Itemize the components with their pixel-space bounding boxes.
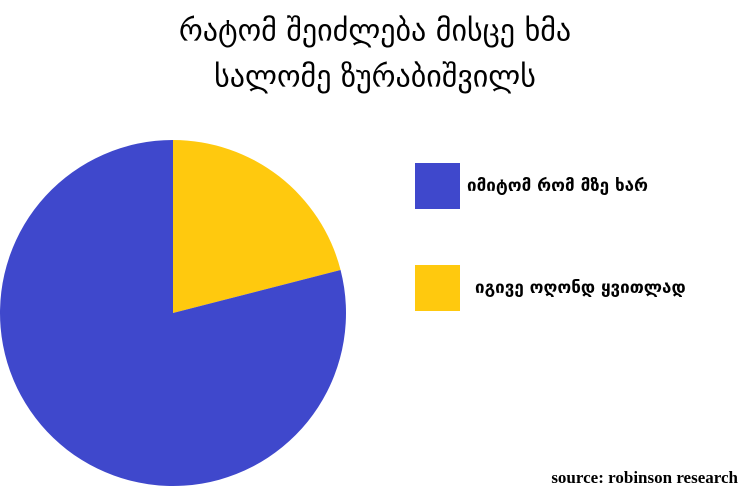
legend-label: იმიტომ რომ მზე ხარ — [467, 176, 648, 196]
legend-swatch — [415, 265, 460, 311]
legend-label: იგივე ოღონდ ყვითლად — [475, 278, 686, 298]
chart-title: რატომ შეიძლება მისცე ხმა — [179, 14, 571, 49]
legend-swatch — [415, 163, 460, 209]
pie-slice — [173, 140, 341, 313]
source-note: source: robinson research — [551, 468, 738, 487]
pie-slice — [0, 140, 347, 486]
chart-title: სალომე ზურაბიშვილს — [214, 60, 536, 95]
